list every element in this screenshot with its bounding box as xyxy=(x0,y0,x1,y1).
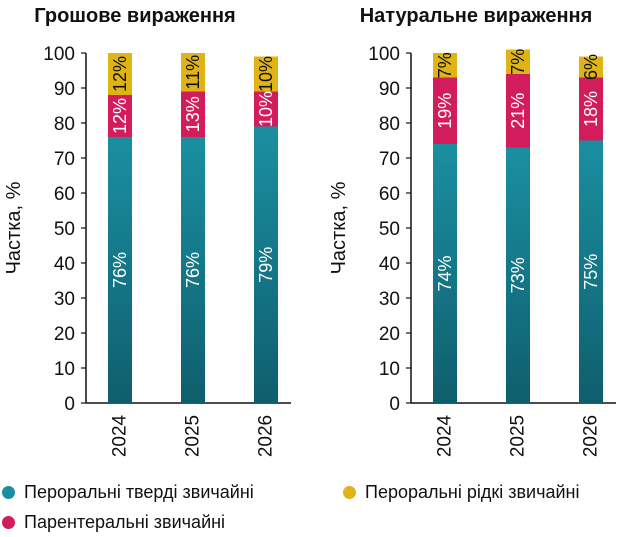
y-tick-label: 0 xyxy=(389,394,400,415)
data-label-oral-solid-2025: 76% xyxy=(183,252,203,288)
data-label-oral-solid-2026: 75% xyxy=(581,254,601,290)
y-tick-label: 40 xyxy=(379,254,400,275)
y-tick-label: 0 xyxy=(64,394,75,415)
y-tick-label: 90 xyxy=(379,79,400,100)
x-tick-label-2026: 2026 xyxy=(581,415,602,457)
chart-legend: Пероральні тверді звичайні Пероральні рі… xyxy=(0,472,640,537)
bar-segment-oral-liquid-2024 xyxy=(433,53,457,78)
legend-label-oral-liquid: Пероральні рідкі звичайні xyxy=(365,482,580,502)
data-label-parenteral-2024: 19% xyxy=(435,93,455,129)
data-label-oral-solid-2024: 74% xyxy=(435,255,455,291)
legend-item-oral-liquid: Пероральні рідкі звичайні xyxy=(343,482,579,503)
bar-segment-oral-liquid-2025 xyxy=(506,49,530,74)
y-tick-label: 30 xyxy=(54,289,75,310)
y-tick-label: 60 xyxy=(54,184,75,205)
bar-segment-oral-liquid-2025 xyxy=(181,53,205,92)
bar-segment-parenteral-2025 xyxy=(181,91,205,137)
x-tick-label-2025: 2025 xyxy=(183,415,204,457)
bar-segment-parenteral-2026 xyxy=(579,77,603,141)
x-tick-label-2026: 2026 xyxy=(256,415,277,457)
bar-segment-oral-solid-2024 xyxy=(108,137,132,403)
data-label-oral-liquid-2024: 7% xyxy=(435,52,455,78)
y-tick-label: 10 xyxy=(54,359,75,380)
data-label-oral-liquid-2024: 12% xyxy=(110,56,130,92)
legend-label-parenteral: Парентеральні звичайні xyxy=(24,512,226,532)
bar-segment-oral-solid-2025 xyxy=(181,137,205,403)
bar-segment-oral-liquid-2026 xyxy=(254,56,278,92)
data-label-oral-liquid-2025: 11% xyxy=(183,55,203,90)
chart-title: Натуральне вираження xyxy=(360,5,593,27)
chart-panel-1: Грошове вираження Частка, % 0 10 20 30 40 50 60 7… xyxy=(3,5,291,457)
bar-segment-oral-solid-2024 xyxy=(433,144,457,403)
y-tick-label: 60 xyxy=(379,184,400,205)
bar-segment-parenteral-2024 xyxy=(108,95,132,137)
y-axis-label: Частка, % xyxy=(3,181,25,274)
y-tick-label: 80 xyxy=(54,114,75,135)
data-label-parenteral-2025: 21% xyxy=(508,93,528,129)
data-label-parenteral-2026: 18% xyxy=(581,91,601,127)
bar-segment-parenteral-2024 xyxy=(433,77,457,144)
data-label-oral-liquid-2026: 6% xyxy=(581,54,601,80)
data-label-oral-liquid-2026: 10% xyxy=(256,56,276,92)
x-tick-label-2025: 2025 xyxy=(508,415,529,457)
y-tick-label: 30 xyxy=(379,289,400,310)
y-tick-label: 90 xyxy=(54,79,75,100)
y-tick-label: 100 xyxy=(43,44,75,65)
chart-title: Грошове вираження xyxy=(34,5,235,27)
charts-canvas: Грошове вираження Частка, % 0 10 20 30 40 50 60 7… xyxy=(3,5,616,457)
y-tick-label: 50 xyxy=(379,219,400,240)
bar-segment-oral-liquid-2024 xyxy=(108,53,132,95)
y-tick-label: 10 xyxy=(379,359,400,380)
data-label-parenteral-2026: 10% xyxy=(256,91,276,127)
data-label-oral-solid-2025: 73% xyxy=(508,257,528,293)
bar-segment-oral-solid-2026 xyxy=(254,126,278,403)
legend-swatch-oral-solid xyxy=(2,486,15,499)
y-tick-label: 20 xyxy=(379,324,400,345)
data-label-parenteral-2025: 13% xyxy=(183,96,203,132)
y-tick-label: 20 xyxy=(54,324,75,345)
y-tick-label: 50 xyxy=(54,219,75,240)
chart-panel-2: Натуральне вираження Частка, % 0 10 20 30 40 50… xyxy=(328,5,616,457)
legend-swatch-oral-liquid xyxy=(343,486,356,499)
x-tick-label-2024: 2024 xyxy=(435,414,456,457)
y-tick-label: 100 xyxy=(368,44,400,65)
y-tick-label: 70 xyxy=(54,149,75,170)
legend-swatch-parenteral xyxy=(2,516,15,529)
bar-segment-parenteral-2026 xyxy=(254,91,278,127)
legend-item-parenteral: Парентеральні звичайні xyxy=(2,512,225,533)
bar-segment-oral-liquid-2026 xyxy=(579,56,603,78)
data-label-parenteral-2024: 12% xyxy=(110,98,130,134)
x-tick-label-2024: 2024 xyxy=(110,414,131,457)
y-axis-label: Частка, % xyxy=(328,181,350,274)
bar-segment-parenteral-2025 xyxy=(506,74,530,148)
bar-segment-oral-solid-2026 xyxy=(579,140,603,403)
data-label-oral-solid-2024: 76% xyxy=(110,252,130,288)
y-tick-label: 70 xyxy=(379,149,400,170)
legend-label-oral-solid: Пероральні тверді звичайні xyxy=(24,482,254,502)
y-tick-label: 40 xyxy=(54,254,75,275)
data-label-oral-solid-2026: 79% xyxy=(256,247,276,283)
y-tick-label: 80 xyxy=(379,114,400,135)
data-label-oral-liquid-2025: 7% xyxy=(508,49,528,75)
bar-segment-oral-solid-2025 xyxy=(506,147,530,403)
legend-item-oral-solid: Пероральні тверді звичайні xyxy=(2,482,254,503)
